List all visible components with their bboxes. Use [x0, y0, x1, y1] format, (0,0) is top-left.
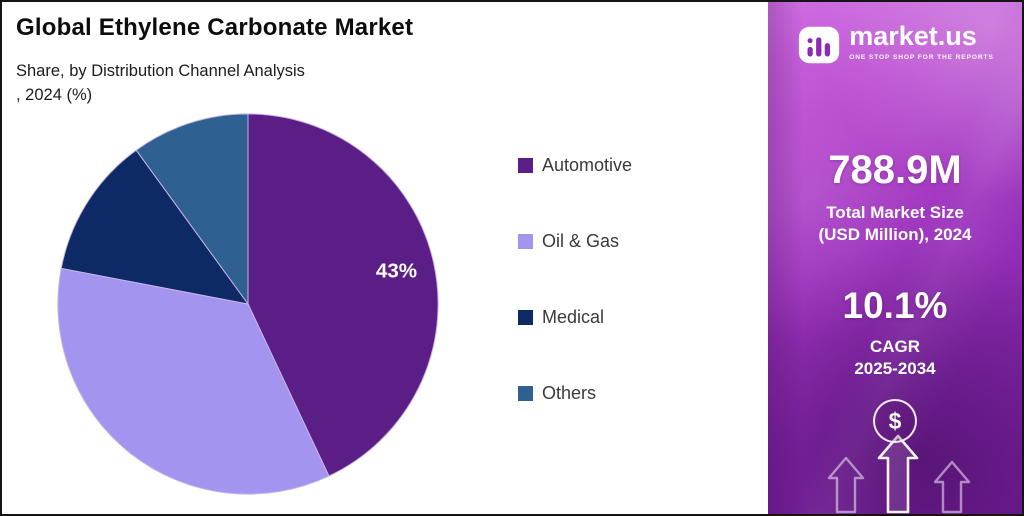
chart-subtitle-line1: Share, by Distribution Channel Analysis	[16, 62, 305, 80]
pie-data-label: 43%	[376, 260, 417, 283]
page-title: Global Ethylene Carbonate Market	[16, 14, 414, 41]
brand-name: market.us	[849, 21, 977, 51]
legend-swatch-icon	[518, 309, 533, 325]
legend-swatch-icon	[518, 233, 533, 249]
legend-label: Oil & Gas	[542, 230, 620, 251]
chart-legend: Automotive Oil & Gas Medical Others	[518, 154, 632, 404]
market-size-value: 788.9M	[828, 148, 962, 192]
market-size-label-line1: Total Market Size	[826, 203, 964, 222]
dollar-symbol: $	[888, 407, 902, 434]
market-size-stat: 788.9M Total Market Size (USD Million), …	[768, 148, 1022, 246]
legend-label: Others	[542, 382, 597, 403]
legend-label: Automotive	[542, 154, 633, 175]
market-size-label: Total Market Size (USD Million), 2024	[768, 202, 1022, 246]
legend-item-oil-gas: Oil & Gas	[518, 230, 632, 252]
chart-panel: Global Ethylene Carbonate Market Share, …	[2, 2, 768, 514]
pie-slice-others	[135, 113, 249, 306]
brand-logo: market.us ONE STOP SHOP FOR THE REPORTS	[768, 22, 1022, 68]
brand-tagline: ONE STOP SHOP FOR THE REPORTS	[849, 54, 994, 62]
growth-arrows-icon	[827, 434, 971, 514]
dollar-icon: $	[873, 399, 917, 443]
pie-slice-oil-gas	[57, 267, 330, 495]
legend-item-medical: Medical	[518, 306, 632, 328]
pie-slice-automotive	[247, 113, 439, 477]
brand-text-block: market.us ONE STOP SHOP FOR THE REPORTS	[849, 21, 994, 62]
cagr-stat: 10.1% CAGR 2025-2034	[768, 285, 1022, 380]
legend-item-automotive: Automotive	[518, 154, 632, 176]
legend-item-others: Others	[518, 382, 632, 404]
sidebar: market.us ONE STOP SHOP FOR THE REPORTS …	[768, 2, 1022, 514]
legend-swatch-icon	[518, 385, 533, 401]
pie-slice-medical	[60, 149, 250, 305]
cagr-label: CAGR 2025-2034	[768, 336, 1022, 380]
legend-label: Medical	[542, 306, 605, 327]
chart-subtitle-line2: , 2024 (%)	[16, 85, 93, 104]
cagr-label-line2: 2025-2034	[854, 359, 936, 379]
pie-chart: 43%	[57, 113, 439, 495]
legend-swatch-icon	[518, 157, 533, 173]
marketus-logo-icon	[799, 26, 840, 64]
market-size-label-line2: (USD Million), 2024	[818, 225, 972, 245]
cagr-value: 10.1%	[842, 285, 948, 326]
chart-subtitle: Share, by Distribution Channel Analysis …	[16, 60, 305, 108]
cagr-label-line1: CAGR	[869, 337, 921, 356]
